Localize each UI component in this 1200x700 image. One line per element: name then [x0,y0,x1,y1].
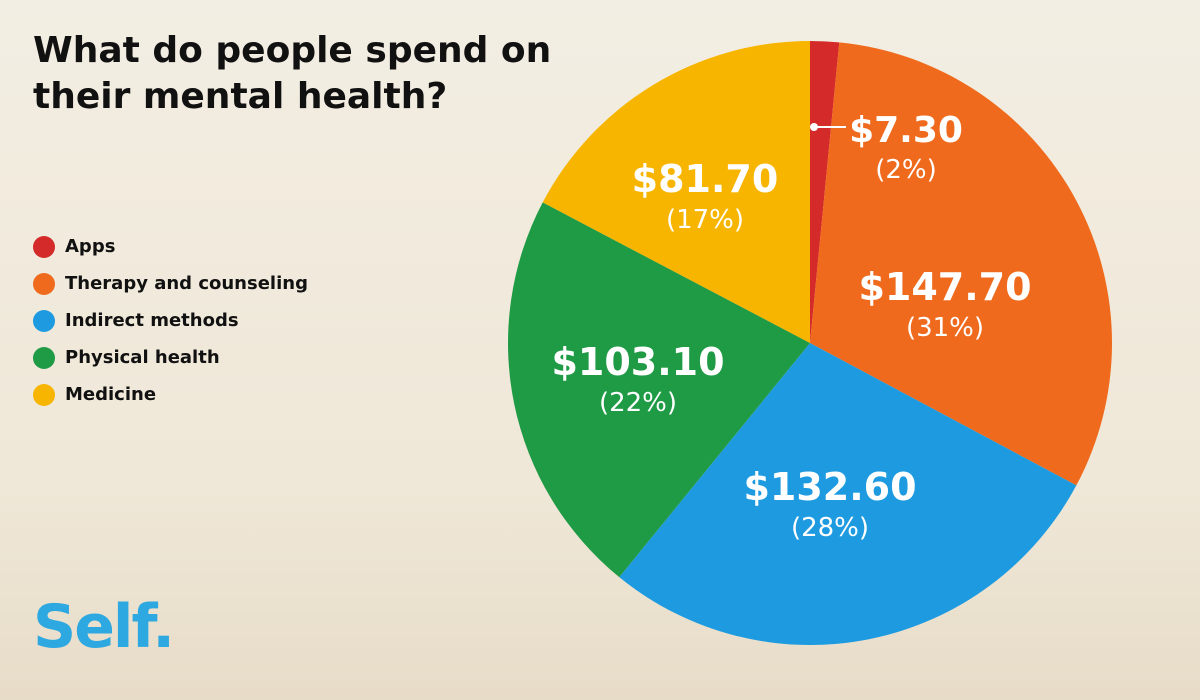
legend-swatch-physical [33,346,55,369]
value-label-therapy: $147.70 [858,265,1031,309]
self-logo: Self. [33,592,175,662]
legend-item-indirect: Indirect methods [33,302,308,339]
value-label-medicine: $81.70 [632,157,779,201]
legend-swatch-apps [33,235,55,258]
percent-label-indirect: (28%) [791,513,869,543]
legend-label-medicine: Medicine [65,384,157,405]
legend-label-indirect: Indirect methods [65,310,239,331]
legend-swatch-therapy [33,272,55,295]
legend-swatch-medicine [33,383,55,406]
legend-item-physical: Physical health [33,339,308,376]
pie-slice-apps [810,40,840,343]
value-label-indirect: $132.60 [743,465,916,509]
value-label-apps: $7.30 [849,110,963,151]
legend-label-physical: Physical health [65,347,220,368]
legend-swatch-indirect [33,309,55,332]
value-label-physical: $103.10 [551,340,724,384]
legend-item-apps: Apps [33,228,308,265]
percent-label-therapy: (31%) [906,313,984,343]
legend-label-apps: Apps [65,236,116,257]
percent-label-physical: (22%) [599,388,677,418]
pie-slice-medicine [542,41,810,343]
pie-slice-indirect [619,343,1077,645]
legend-label-therapy: Therapy and counseling [65,273,308,294]
pie-slice-therapy [810,42,1112,486]
chart-title: What do people spend on their mental hea… [33,30,552,117]
legend-item-therapy: Therapy and counseling [33,265,308,302]
pie-slice-physical [508,202,810,578]
percent-label-apps: (2%) [875,155,937,185]
legend: Apps Therapy and counseling Indirect met… [33,228,308,413]
percent-label-medicine: (17%) [666,205,744,235]
legend-item-medicine: Medicine [33,376,308,413]
